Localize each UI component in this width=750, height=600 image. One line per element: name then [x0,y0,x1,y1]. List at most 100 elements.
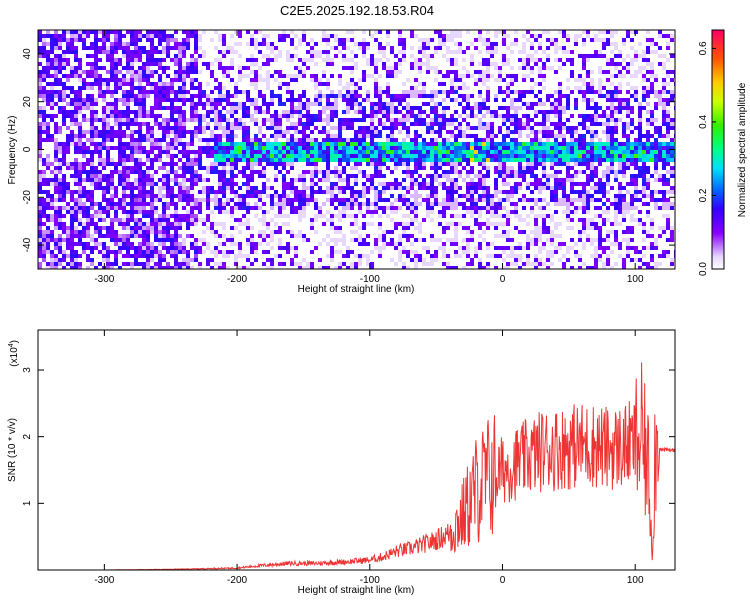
spectrogram-cell [190,158,194,162]
spectrogram-cell [478,150,482,154]
spectrogram-cell [426,38,430,42]
spectrogram-cell [194,86,198,90]
spectrogram-cell [246,174,250,178]
spectrogram-cell [370,58,374,62]
spectrogram-cell [94,98,98,102]
spectrogram-cell [262,134,266,138]
spectrogram-cell [394,162,398,166]
spectrogram-cell [570,62,574,66]
spectrogram-cell [334,214,338,218]
spectrogram-cell [82,178,86,182]
spectrogram-cell [134,138,138,142]
spectrogram-cell [130,34,134,38]
spectrogram-cell [222,38,226,42]
spectrogram-cell [186,70,190,74]
spectrogram-cell [538,122,542,126]
spectrogram-cell [478,242,482,246]
spectrogram-cell [526,170,530,174]
spectrogram-cell [358,130,362,134]
spectrogram-cell [338,142,342,146]
spectrogram-cell [406,190,410,194]
spectrogram-cell [402,54,406,58]
spectrogram-cell [178,150,182,154]
spectrogram-cell [454,202,458,206]
spectrogram-cell [458,114,462,118]
spectrogram-cell [482,82,486,86]
spectrogram-cell [238,42,242,46]
spectrogram-cell [346,110,350,114]
spectrogram-cell [170,126,174,130]
spectrogram-cell [266,194,270,198]
spectrogram-cell [450,190,454,194]
spectrogram-cell [430,174,434,178]
spectrogram-cell [214,150,218,154]
spectrogram-cell [410,250,414,254]
spectrogram-cell [446,150,450,154]
spectrogram-cell [246,210,250,214]
spectrogram-cell [474,106,478,110]
spectrogram-cell [234,106,238,110]
spectrogram-cell [258,154,262,158]
spectrogram-cell [474,138,478,142]
spectrogram-cell [378,194,382,198]
spectrogram-cell [62,190,66,194]
spectrogram-cell [334,194,338,198]
spectrogram-cell [50,62,54,66]
spectrogram-cell [98,242,102,246]
spectrogram-cell [466,158,470,162]
spectrogram-cell [262,218,266,222]
spectrogram-cell [394,158,398,162]
spectrogram-cell [390,126,394,130]
spectrogram-cell [190,114,194,118]
spectrogram-cell [578,198,582,202]
spectrogram-cell [250,118,254,122]
spectrogram-cell [70,226,74,230]
spectrogram-cell [358,258,362,262]
spectrogram-cell [294,254,298,258]
spectrogram-cell [254,62,258,66]
spectrogram-cell [362,106,366,110]
spectrogram-cell [58,98,62,102]
spectrogram-cell [150,266,154,269]
spectrogram-cell [146,94,150,98]
spectrogram-cell [306,114,310,118]
spectrogram-cell [78,150,82,154]
spectrogram-cell [282,178,286,182]
spectrogram-cell [498,234,502,238]
spectrogram-cell [94,50,98,54]
spectrogram-cell [154,182,158,186]
spectrogram-cell [158,154,162,158]
spectrogram-cell [286,170,290,174]
spectrogram-cell [446,162,450,166]
spectrogram-cell [114,34,118,38]
spectrogram-cell [190,58,194,62]
spectrogram-cell [494,206,498,210]
spectrogram-cell [454,238,458,242]
spectrogram-cell [358,110,362,114]
spectrogram-cell [174,206,178,210]
spectrogram-cell [90,162,94,166]
spectrogram-cell [438,122,442,126]
spectrogram-cell [566,58,570,62]
spectrogram-cell [486,190,490,194]
spectrogram-cell [294,206,298,210]
spectrogram-cell [74,98,78,102]
spectrogram-cell [118,242,122,246]
spectrogram-cell [106,246,110,250]
spectrogram-cell [142,74,146,78]
spectrogram-cell [382,114,386,118]
spectrogram-cell [546,174,550,178]
spectrogram-cell [134,178,138,182]
spectrogram-cell [90,110,94,114]
spectrogram-cell [290,98,294,102]
spectrogram-cell [510,186,514,190]
spectrogram-cell [510,158,514,162]
spectrogram-cell [354,202,358,206]
spectrogram-cell [454,162,458,166]
spectrogram-cell [286,246,290,250]
spectrogram-cell [202,150,206,154]
spectrogram-cell [158,258,162,262]
spectrogram-cell [178,110,182,114]
spectrogram-cell [250,58,254,62]
spectrogram-cell [574,150,578,154]
